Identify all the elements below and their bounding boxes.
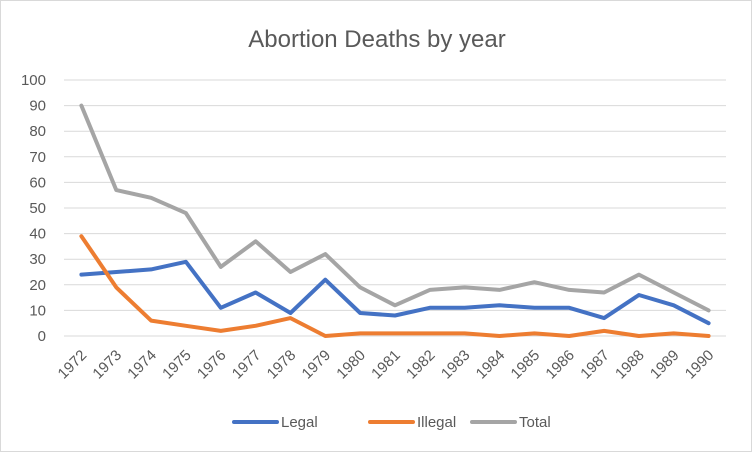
x-tick-label: 1987 <box>577 347 613 383</box>
x-tick-label: 1989 <box>647 347 683 383</box>
chart-title: Abortion Deaths by year <box>248 26 505 53</box>
y-tick-label: 90 <box>29 98 46 115</box>
series-line-total <box>79 103 711 313</box>
gridlines <box>64 79 726 337</box>
x-tick-label: 1975 <box>159 347 195 383</box>
legend-label-illegal: Illegal <box>417 414 456 431</box>
y-tick-label: 70 <box>29 149 46 166</box>
x-tick-label: 1985 <box>508 347 544 383</box>
y-tick-label: 10 <box>29 302 46 319</box>
x-tick-label: 1981 <box>368 347 404 383</box>
y-tick-label: 60 <box>29 174 46 191</box>
series-lines <box>79 103 711 338</box>
x-tick-label: 1990 <box>682 347 718 383</box>
y-tick-label: 50 <box>29 200 46 217</box>
x-tick-label: 1986 <box>542 347 578 383</box>
y-tick-label: 0 <box>38 328 46 345</box>
x-axis-tick-labels: 1972 1973 1974 1975 1976 1977 1978 1979 1980 1981… <box>55 347 718 383</box>
y-tick-label: 80 <box>29 123 46 140</box>
x-tick-label: 1976 <box>194 347 230 383</box>
y-axis-tick-labels: 0 10 20 30 40 50 60 70 80 90 100 <box>21 72 46 345</box>
x-tick-label: 1983 <box>438 347 474 383</box>
x-tick-label: 1979 <box>299 347 335 383</box>
legend-label-legal: Legal <box>281 414 318 431</box>
x-tick-label: 1984 <box>473 347 509 383</box>
y-tick-label: 20 <box>29 277 46 294</box>
x-tick-label: 1978 <box>264 347 300 383</box>
x-tick-label: 1972 <box>55 347 91 383</box>
x-tick-label: 1988 <box>612 347 648 383</box>
series-line-legal <box>79 259 711 326</box>
x-tick-label: 1977 <box>229 347 265 383</box>
y-tick-label: 30 <box>29 251 46 268</box>
series-line-illegal <box>79 234 711 338</box>
x-tick-label: 1974 <box>124 347 160 383</box>
x-tick-label: 1980 <box>333 347 369 383</box>
y-tick-label: 100 <box>21 72 46 89</box>
legend: Legal Illegal Total <box>232 414 551 431</box>
x-tick-label: 1982 <box>403 347 439 383</box>
y-tick-label: 40 <box>29 226 46 243</box>
legend-label-total: Total <box>519 414 551 431</box>
x-tick-label: 1973 <box>89 347 125 383</box>
